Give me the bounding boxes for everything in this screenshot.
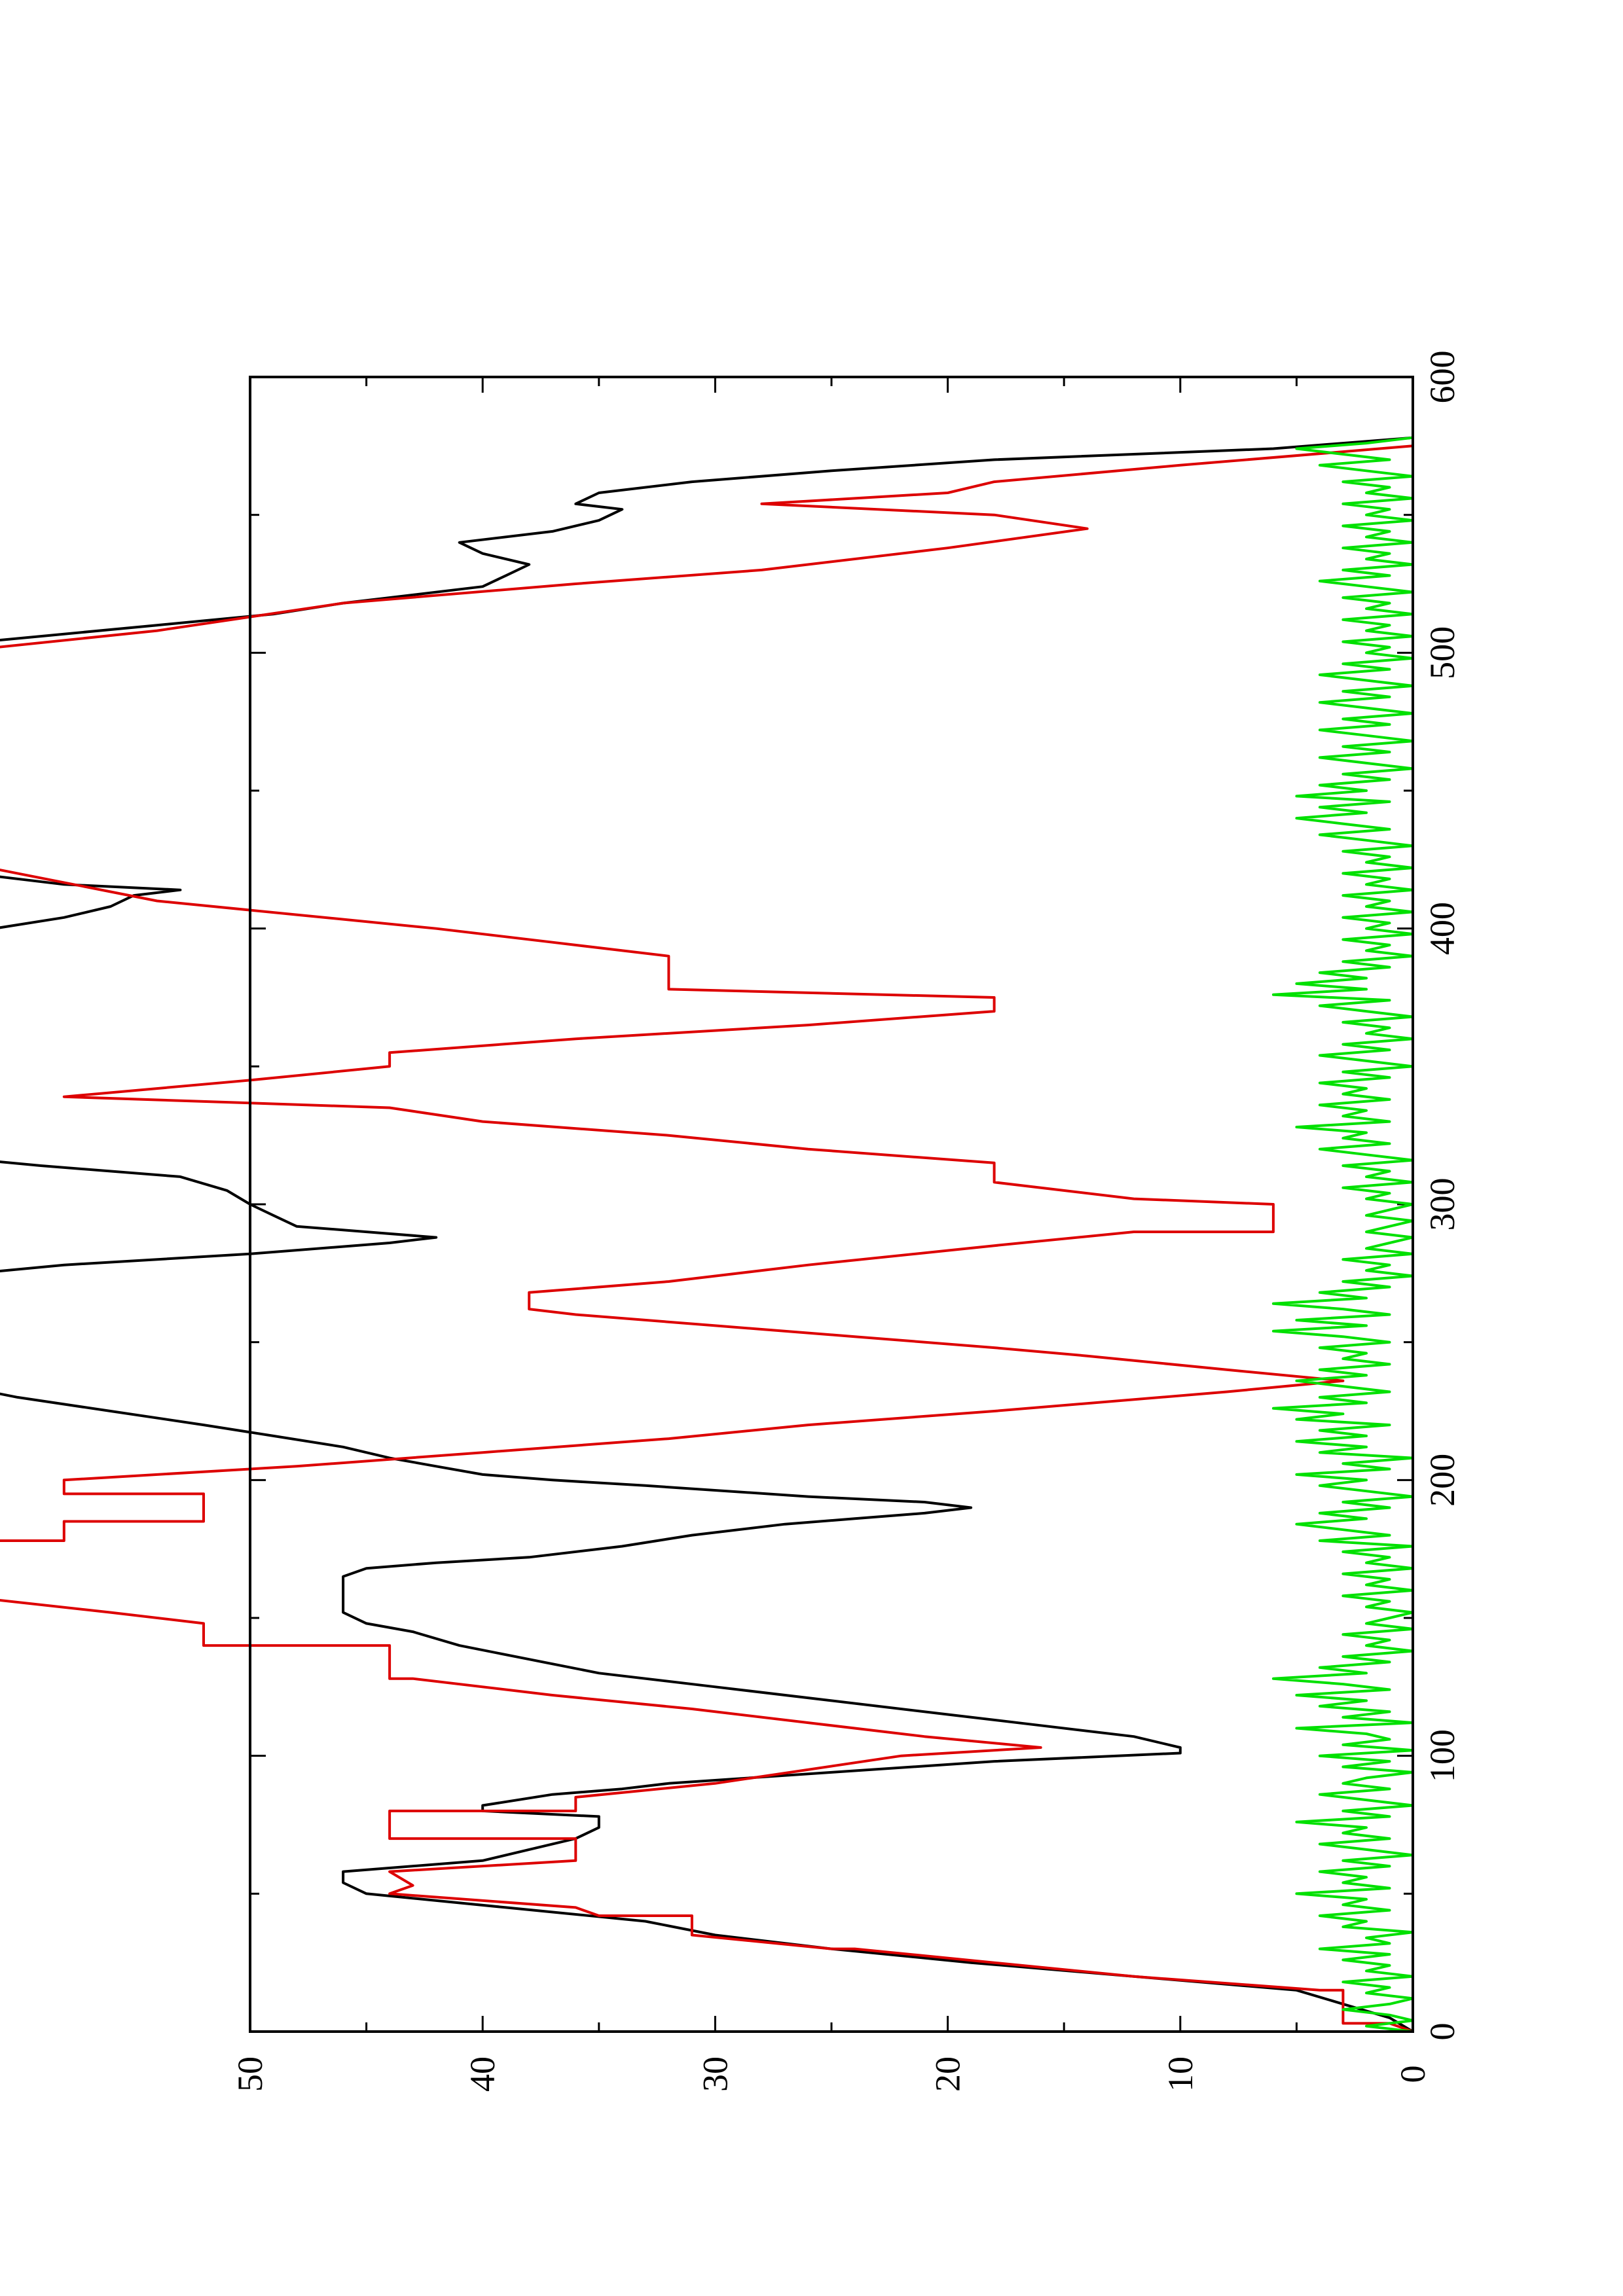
- y-tick-label: 10: [1161, 2056, 1200, 2092]
- series-line-1: [0, 436, 1414, 2033]
- series-line-2: [0, 444, 1413, 2033]
- x-tick-label: 300: [1423, 1178, 1462, 1231]
- y-tick-label: 20: [928, 2056, 968, 2092]
- x-tick-label: 200: [1423, 1454, 1462, 1507]
- y-tick-label: 0: [1393, 2066, 1432, 2083]
- series-lines: [0, 436, 1414, 2033]
- x-tick-label: 600: [1423, 351, 1462, 404]
- y-tick-label: 40: [463, 2056, 502, 2092]
- x-tick-label: 100: [1423, 1729, 1462, 1782]
- axis-ticks: [249, 376, 1414, 2033]
- series-line-3: [1271, 436, 1414, 2033]
- y-tick-label: 30: [695, 2056, 735, 2092]
- y-tick-label: 50: [230, 2056, 270, 2092]
- tick-labels: 0 100 200 300 400 500 600 0 10 20 30 40 50: [230, 351, 1462, 2092]
- plot-frame: [249, 376, 1414, 2033]
- x-tick-label: 500: [1423, 626, 1462, 679]
- x-tick-label: 0: [1423, 2023, 1462, 2041]
- x-tick-label: 400: [1423, 902, 1462, 955]
